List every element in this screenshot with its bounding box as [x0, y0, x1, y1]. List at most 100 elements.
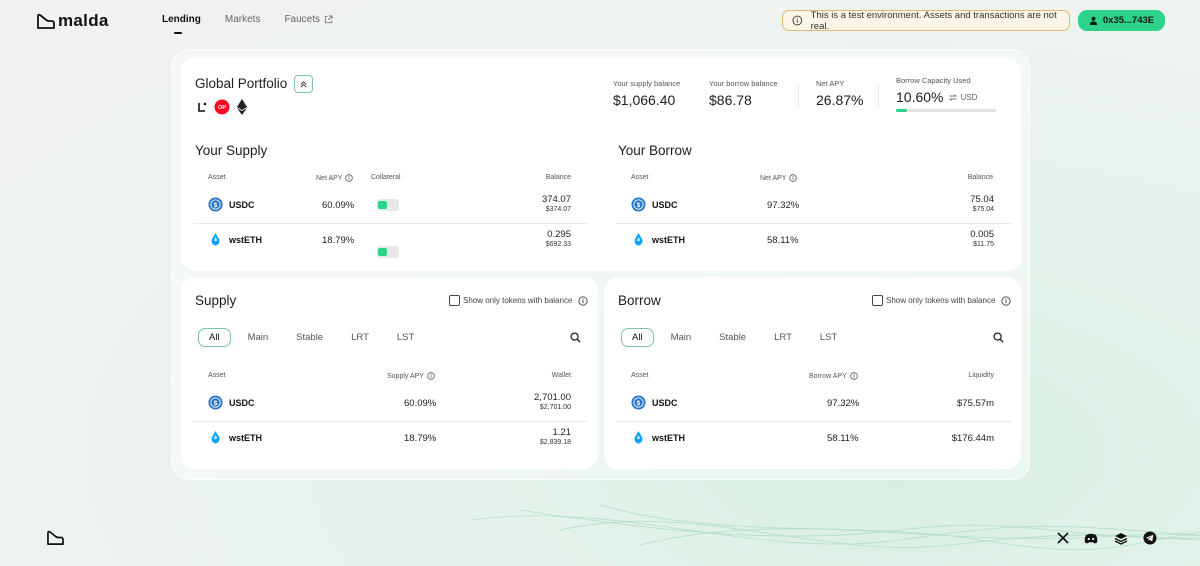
malda-logo[interactable]: malda — [36, 11, 109, 31]
global-portfolio-card: Global Portfolio OP Your supply balance … — [181, 58, 1021, 271]
tab-lrt[interactable]: LRT — [774, 332, 792, 343]
row-divider — [616, 223, 1011, 224]
docs-stack-icon[interactable] — [1113, 530, 1129, 546]
borrow-row-wsteth-asset[interactable]: wstETH — [631, 430, 685, 445]
borrow-capacity-fill — [896, 109, 907, 112]
footer-malda-logo[interactable] — [46, 530, 65, 551]
supply-market-title: Supply — [195, 293, 237, 308]
svg-text:$: $ — [214, 202, 218, 209]
balance-usd: $75.04 — [972, 206, 994, 213]
borrow-category-tabs: All Main Stable LRT LST — [621, 328, 848, 347]
test-environment-banner: This is a test environment. Assets and t… — [782, 10, 1070, 32]
ethereum-icon — [237, 99, 247, 115]
x-icon[interactable] — [1055, 530, 1071, 546]
asset-name: wstETH — [652, 234, 686, 245]
net-apy-label: Net APY — [816, 79, 845, 88]
chain-icons: OP — [197, 99, 248, 115]
borrow-row-usdc-apy: 97.32% — [827, 398, 860, 409]
your-supply-header-balance: Balance — [545, 174, 571, 181]
tab-lrt[interactable]: LRT — [351, 332, 369, 343]
nav-markets-label: Markets — [224, 14, 261, 25]
info-icon[interactable] — [345, 174, 354, 182]
balance-amount: 374.07 — [541, 194, 571, 205]
asset-name: USDC — [229, 397, 255, 408]
collateral-toggle-wsteth[interactable] — [377, 246, 399, 258]
borrow-row-wsteth-apy: 58.11% — [827, 433, 859, 444]
svg-text:$: $ — [637, 202, 641, 209]
tab-lst[interactable]: LST — [819, 332, 838, 343]
external-link-icon — [324, 15, 333, 24]
your-borrow-row-usdc-asset[interactable]: $ USDC — [631, 197, 678, 212]
collapse-portfolio-button[interactable] — [294, 75, 313, 93]
borrow-balance-filter[interactable]: Show only tokens with balance — [872, 295, 1012, 306]
row-divider — [616, 421, 1011, 422]
net-apy-value: 26.87% — [816, 92, 864, 108]
borrow-header-liquidity: Liquidity — [968, 372, 994, 379]
stats-divider — [878, 84, 879, 108]
your-borrow-row-wsteth-asset[interactable]: wstETH — [631, 232, 685, 247]
balance-amount: 0.005 — [970, 229, 994, 240]
borrow-market-card: Borrow Show only tokens with balance All… — [604, 277, 1021, 469]
tab-all[interactable]: All — [198, 328, 231, 347]
collateral-toggle-usdc[interactable] — [377, 199, 399, 211]
svg-text:$: $ — [214, 400, 218, 407]
tab-main[interactable]: Main — [247, 332, 269, 343]
supply-row-usdc-asset[interactable]: $ USDC — [208, 395, 255, 410]
wallet-usd: $2,701.00 — [539, 404, 571, 411]
row-divider — [193, 421, 588, 422]
asset-name: wstETH — [229, 234, 263, 245]
currency-switch[interactable]: USD — [949, 93, 977, 102]
balance-usd: $692.33 — [545, 241, 571, 248]
asset-name: wstETH — [229, 432, 263, 443]
supply-row-wsteth-asset[interactable]: wstETH — [208, 430, 262, 445]
header-label: Supply APY — [387, 372, 424, 380]
info-icon[interactable] — [789, 174, 798, 182]
borrow-header-apy: Borrow APY — [809, 372, 858, 380]
telegram-icon[interactable] — [1142, 530, 1158, 546]
supply-category-tabs: All Main Stable LRT LST — [198, 328, 425, 347]
net-apy-stat: Net APY 26.87% — [816, 79, 863, 108]
borrow-capacity-label: Borrow Capacity Used — [896, 76, 971, 85]
wsteth-icon — [634, 232, 643, 246]
search-icon[interactable] — [570, 332, 581, 343]
your-supply-row-wsteth-asset[interactable]: wstETH — [208, 232, 262, 247]
discord-icon[interactable] — [1083, 530, 1099, 546]
info-icon[interactable] — [1001, 295, 1012, 306]
borrow-row-usdc-asset[interactable]: $ USDC — [631, 395, 678, 410]
optimism-badge-text: OP — [218, 105, 226, 111]
tab-main[interactable]: Main — [670, 332, 692, 343]
supply-row-usdc-apy: 60.09% — [404, 398, 437, 409]
search-icon[interactable] — [993, 332, 1004, 343]
nav-lending[interactable]: Lending — [162, 14, 201, 34]
tab-lst[interactable]: LST — [396, 332, 415, 343]
tab-stable[interactable]: Stable — [296, 332, 324, 343]
tab-all[interactable]: All — [621, 328, 654, 347]
your-supply-row-usdc-asset[interactable]: $ USDC — [208, 197, 255, 212]
info-icon[interactable] — [578, 295, 589, 306]
balance-filter-checkbox[interactable] — [872, 295, 883, 306]
wsteth-icon — [211, 232, 220, 246]
borrow-header-asset: Asset — [631, 372, 649, 379]
wallet-usd: $2,839.18 — [539, 439, 571, 446]
info-icon[interactable] — [427, 372, 435, 380]
info-icon[interactable] — [850, 372, 858, 380]
wallet-account-button[interactable]: 0x35...743E — [1078, 10, 1165, 31]
nav-markets[interactable]: Markets — [225, 14, 261, 25]
header-label: Net APY — [760, 174, 787, 182]
tab-stable[interactable]: Stable — [719, 332, 747, 343]
asset-name: USDC — [229, 199, 255, 210]
nav-faucets[interactable]: Faucets — [284, 14, 333, 25]
balance-usd: $374.07 — [545, 206, 571, 213]
balance-amount: 0.295 — [547, 229, 571, 240]
your-borrow-row-wsteth-balance: 0.005 $11.75 — [914, 229, 994, 248]
your-borrow-row-usdc-balance: 75.04 $75.04 — [914, 194, 994, 213]
nav-lending-label: Lending — [162, 14, 201, 25]
double-chevron-up-icon — [300, 80, 307, 88]
linea-icon — [198, 102, 207, 112]
borrow-balance-label: Your borrow balance — [709, 79, 778, 88]
supply-balance-filter[interactable]: Show only tokens with balance — [449, 295, 589, 306]
supply-balance-label: Your supply balance — [613, 79, 681, 88]
your-supply-row-usdc-apy: 60.09% — [322, 200, 355, 211]
borrow-row-usdc-liquidity: $75.57m — [957, 398, 994, 409]
balance-filter-checkbox[interactable] — [449, 295, 460, 306]
